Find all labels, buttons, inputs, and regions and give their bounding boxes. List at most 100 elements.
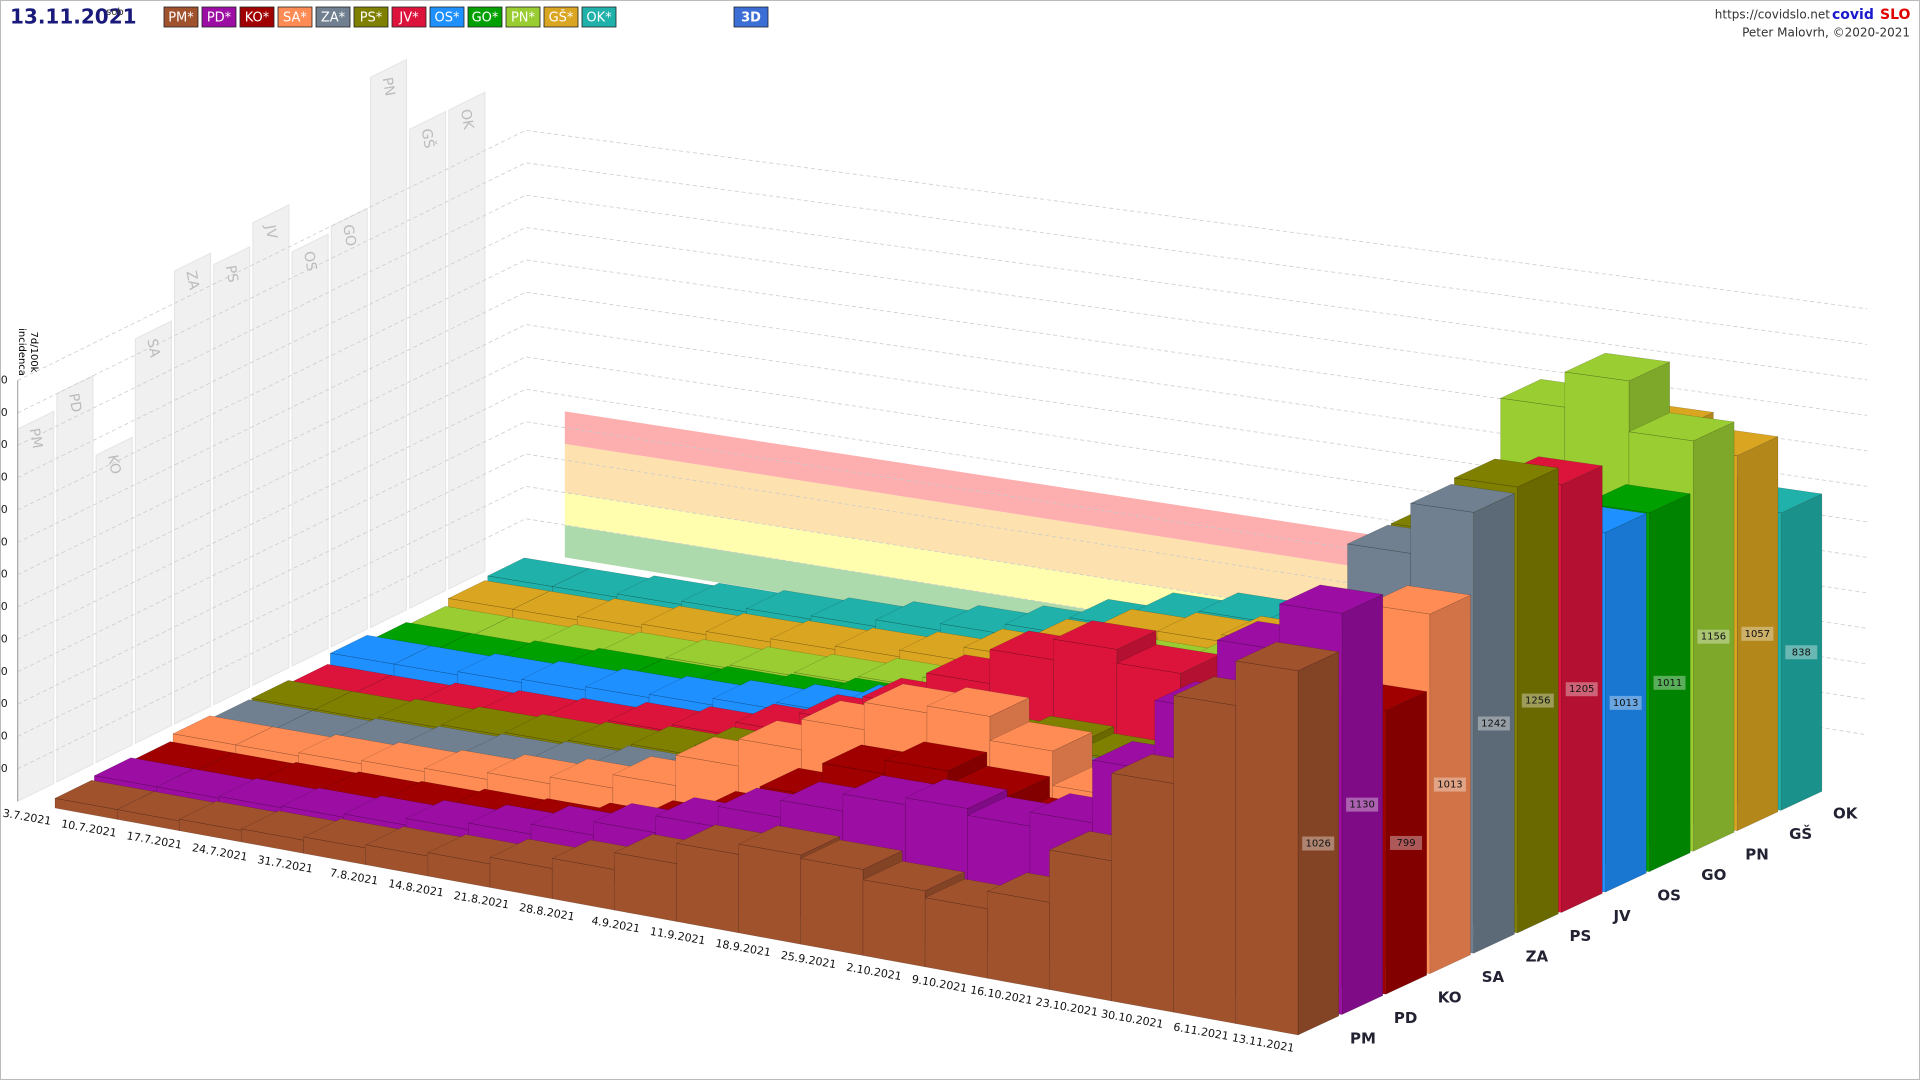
y-tick-label: 600: [0, 600, 8, 613]
bar: [737, 825, 841, 945]
value-label-box: [1565, 682, 1598, 697]
peak-label: PD: [65, 392, 84, 414]
peak-bar: [252, 204, 290, 687]
region-button-label[interactable]: JV*: [398, 11, 419, 26]
region-button[interactable]: [429, 6, 465, 28]
region-button-label[interactable]: OK*: [586, 11, 612, 26]
region-button-label[interactable]: SA*: [283, 11, 307, 26]
plot: PM PD KO SA ZA PS JV OS GO PN GŠ OK 100 200 300 400 500 6…: [0, 58, 1868, 1055]
value-label: 1026: [1305, 838, 1330, 849]
peak-label: PS: [222, 264, 241, 284]
value-label: 1256: [1525, 696, 1550, 707]
value-label-box: [1477, 716, 1510, 731]
peak-label: PN: [379, 76, 398, 97]
value-label: 838: [1792, 647, 1811, 658]
region-button[interactable]: [353, 6, 389, 28]
region-label: PM: [1350, 1029, 1376, 1047]
region-button-label[interactable]: PN*: [511, 11, 536, 26]
value-label: 1242: [1481, 718, 1506, 729]
value-label: 1205: [1569, 684, 1594, 695]
region-label: ZA: [1526, 948, 1549, 966]
peak-bar: [448, 91, 486, 590]
region-button-label[interactable]: GO*: [472, 11, 499, 26]
region-label: PS: [1570, 927, 1592, 945]
peak-label: GŠ: [418, 127, 439, 150]
peak-bar: [134, 320, 172, 745]
region-button[interactable]: [277, 6, 313, 28]
region-button-label[interactable]: PM*: [168, 11, 194, 26]
region-button[interactable]: [201, 6, 237, 28]
y-tick-label: 100: [0, 762, 8, 775]
region-button[interactable]: [239, 6, 275, 28]
region-button-label[interactable]: ZA*: [321, 11, 346, 26]
mode-button[interactable]: [733, 6, 769, 28]
y-axis-label: 7d/100k: [28, 332, 39, 373]
region-button-label[interactable]: PD*: [207, 11, 232, 26]
bar: [799, 839, 904, 956]
peak-label: SA: [143, 338, 162, 360]
value-label: 1011: [1657, 678, 1682, 689]
bar: [1234, 641, 1340, 1036]
value-label: 1057: [1745, 629, 1770, 640]
peak-label: PM: [26, 427, 45, 450]
region-label: GŠ: [1789, 824, 1812, 843]
value-label: 799: [1396, 838, 1415, 849]
grid-line: [17, 356, 1868, 608]
region-label: PD: [1394, 1009, 1417, 1027]
y-tick-label: 900: [0, 503, 8, 516]
y-tick-label: 1100: [0, 438, 8, 451]
author: Peter Malovrh, ©2020-2021: [1742, 26, 1910, 40]
peak-label: JV: [261, 223, 279, 241]
value-label-box: [1521, 693, 1554, 708]
region-label: OK: [1833, 805, 1859, 823]
value-label-box: [1785, 645, 1818, 660]
bar: [862, 860, 966, 968]
y-tick-label: 400: [0, 665, 8, 678]
peak-label: GO: [339, 223, 359, 247]
brand: SLO: [1880, 7, 1911, 23]
value-label: 1013: [1613, 698, 1638, 709]
y-tick-label: 300: [0, 697, 8, 710]
region-button[interactable]: [505, 6, 541, 28]
value-label-box: [1653, 675, 1686, 690]
region-button[interactable]: [467, 6, 503, 28]
region-button-label[interactable]: PS*: [360, 11, 383, 26]
region-label: PN: [1745, 846, 1769, 864]
date: 13.11.2021: [10, 5, 137, 29]
region-button-label[interactable]: GŠ*: [549, 10, 574, 26]
region-button-label[interactable]: OS*: [435, 11, 460, 26]
peak-bar: [370, 58, 407, 629]
region-button[interactable]: [581, 6, 617, 28]
region-label: KO: [1438, 988, 1462, 1006]
peak-label: ZA: [183, 269, 202, 291]
value-label: 1156: [1701, 632, 1726, 643]
region-button[interactable]: [163, 6, 199, 28]
region-button[interactable]: [543, 6, 579, 28]
region-label: SA: [1482, 968, 1505, 986]
value-label-box: [1390, 835, 1423, 850]
mode-label[interactable]: 3D: [741, 11, 761, 26]
region-button[interactable]: [315, 6, 351, 28]
peak-label: KO: [104, 454, 123, 476]
y-tick-label: 1300: [0, 374, 8, 387]
y-tick-label: 200: [0, 729, 8, 742]
brand: covid: [1832, 7, 1874, 23]
value-label: 1013: [1437, 780, 1462, 791]
y-tick-label: 500: [0, 632, 8, 645]
threshold-band: [564, 443, 1373, 621]
value-label-box: [1741, 626, 1774, 641]
site[interactable]: https://covidslo.net: [1715, 8, 1831, 22]
y-tick-label: 1200: [0, 406, 8, 419]
region-button[interactable]: [391, 6, 427, 28]
peak-bar: [291, 233, 329, 667]
value-label-box: [1302, 836, 1335, 851]
value-label-box: [1346, 797, 1379, 812]
region-button-label[interactable]: KO*: [245, 11, 270, 26]
peak-label: OK: [457, 108, 476, 131]
grid-line: [17, 324, 1868, 576]
y-axis-label: incidenca: [16, 328, 27, 376]
peak-bar: [174, 252, 212, 725]
region-label: JV: [1612, 907, 1631, 925]
value-label-box: [1697, 629, 1730, 644]
